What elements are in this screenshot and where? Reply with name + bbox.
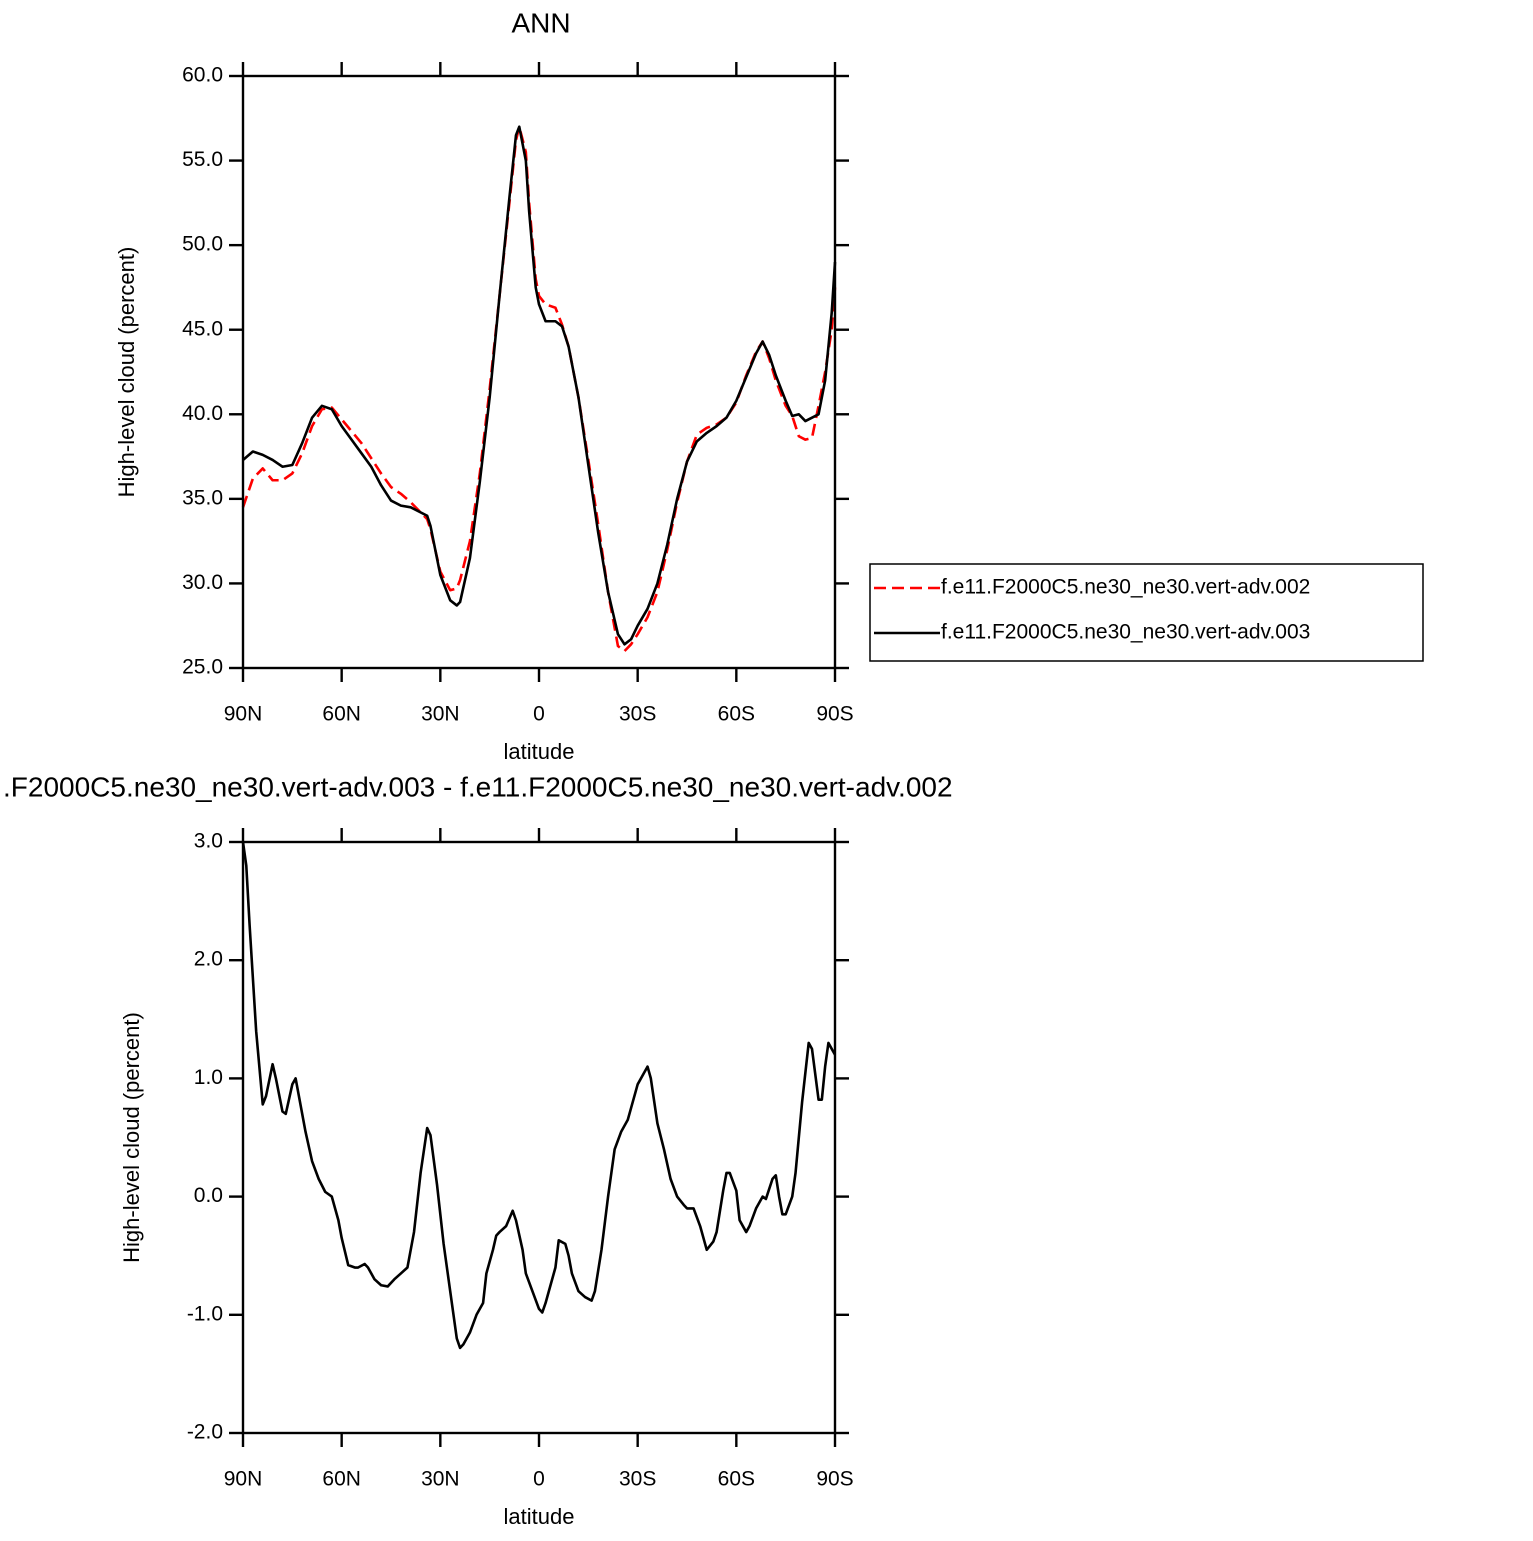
x-tick-label: 60S: [718, 1468, 755, 1491]
x-tick-label: 30N: [421, 703, 460, 726]
x-tick-label: 0: [533, 1468, 545, 1491]
x-axis-label: latitude: [504, 739, 575, 764]
y-tick-label: 35.0: [182, 486, 223, 509]
plot-frame: [241, 74, 837, 670]
x-tick-label: 90N: [224, 1468, 263, 1491]
y-axis-label: High-level cloud (percent): [114, 247, 139, 498]
x-tick-label: 90S: [816, 703, 853, 726]
y-tick-label: -1.0: [187, 1302, 223, 1325]
x-tick-label: 60S: [718, 703, 755, 726]
x-tick-label: 60N: [322, 1468, 361, 1491]
x-tick-label: 90N: [224, 703, 263, 726]
y-tick-label: 0.0: [194, 1184, 223, 1207]
data-line: [242, 125, 837, 646]
y-tick-label: 50.0: [182, 233, 223, 256]
legend-label: f.e11.F2000C5.ne30_ne30.vert-adv.002: [941, 576, 1310, 599]
data-line: [241, 841, 837, 1350]
x-tick-label: 30N: [421, 1468, 460, 1491]
y-tick-label: 60.0: [182, 64, 223, 87]
y-tick-label: 25.0: [182, 656, 223, 679]
y-axis-label: High-level cloud (percent): [119, 1012, 144, 1263]
y-tick-label: 3.0: [194, 830, 223, 853]
x-tick-label: 30S: [619, 1468, 656, 1491]
chart-title: ANN: [511, 7, 570, 38]
y-tick-label: 30.0: [182, 571, 223, 594]
x-tick-label: 90S: [816, 1468, 853, 1491]
legend-label: f.e11.F2000C5.ne30_ne30.vert-adv.003: [941, 621, 1310, 644]
x-tick-label: 60N: [322, 703, 361, 726]
y-tick-label: 40.0: [182, 402, 223, 425]
x-tick-label: 30S: [619, 703, 656, 726]
y-tick-label: -2.0: [187, 1421, 223, 1444]
y-tick-label: 2.0: [194, 948, 223, 971]
plot-frame: [241, 840, 837, 1435]
x-tick-label: 0: [533, 703, 545, 726]
data-line: [241, 125, 837, 653]
chart-title: .F2000C5.ne30_ne30.vert-adv.003 - f.e11.…: [3, 771, 953, 802]
y-tick-label: 45.0: [182, 317, 223, 340]
legend-box: [869, 563, 1424, 662]
y-tick-label: 1.0: [194, 1066, 223, 1089]
x-axis-label: latitude: [504, 1504, 575, 1529]
y-tick-label: 55.0: [182, 148, 223, 171]
